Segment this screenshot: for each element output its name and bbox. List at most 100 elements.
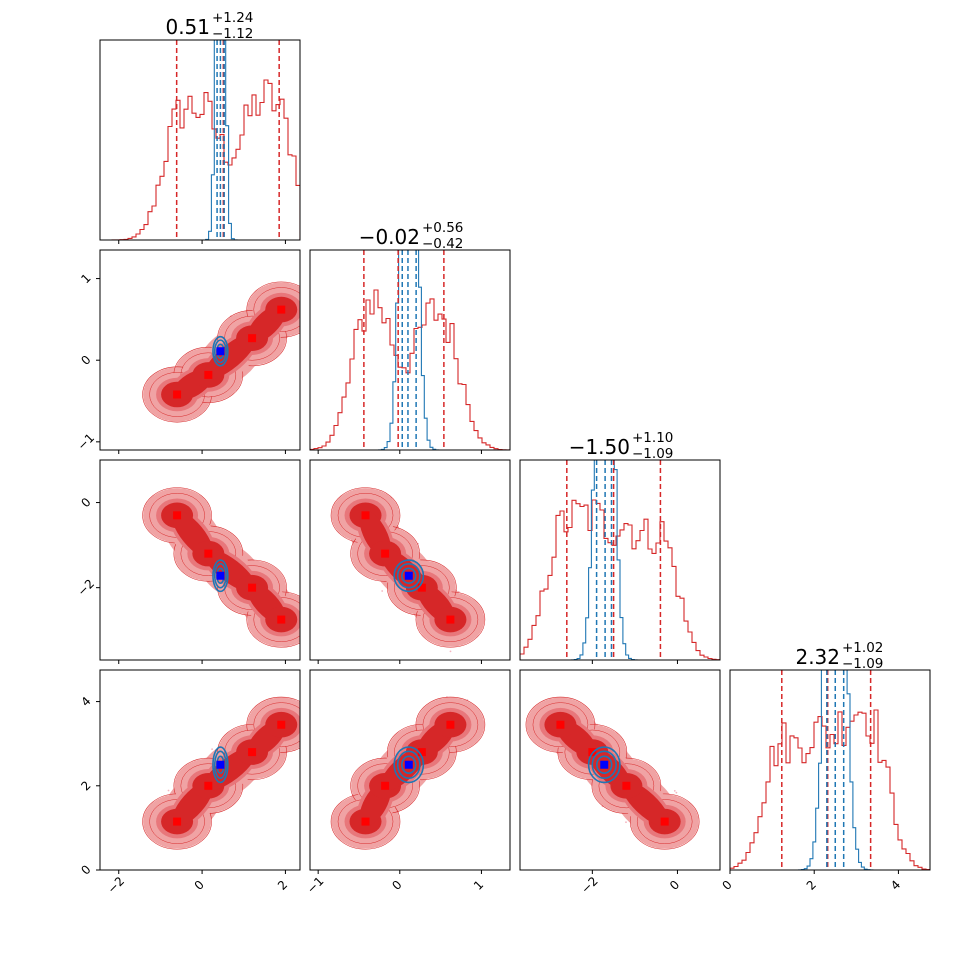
- truth-marker-wide: [173, 817, 182, 826]
- density-contour: [415, 696, 486, 753]
- title-minus: −0.42: [422, 236, 463, 252]
- density-contour: [636, 799, 693, 844]
- truth-marker-wide: [248, 334, 257, 343]
- truth-marker-wide: [381, 781, 390, 790]
- scatter-panel-3-1: [309, 669, 511, 871]
- truth-marker-wide: [173, 390, 182, 399]
- truth-marker-narrow: [404, 760, 413, 769]
- sample-point: [625, 821, 627, 824]
- narrow-contour: [213, 750, 227, 780]
- y-tick-label: −1: [75, 431, 97, 453]
- density-contour: [525, 696, 596, 753]
- sample-point: [449, 650, 452, 653]
- hist-wide: [730, 709, 930, 870]
- param-title: −0.02 +0.56−0.42: [359, 220, 464, 252]
- hist-wide: [100, 79, 300, 240]
- title-minus: −1.12: [212, 26, 253, 42]
- hist-narrow: [730, 670, 930, 870]
- truth-marker-wide: [417, 583, 426, 592]
- narrow-contour: [212, 746, 229, 784]
- title-value: −0.02: [359, 225, 420, 249]
- narrow-contour: [212, 335, 229, 367]
- truth-marker-wide: [381, 549, 390, 558]
- sample-point: [301, 293, 303, 295]
- panel-frame: [99, 669, 301, 871]
- truth-marker-wide: [277, 720, 286, 729]
- sample-point: [457, 590, 460, 593]
- title-value: −1.50: [569, 435, 630, 459]
- truth-marker-wide: [277, 615, 286, 624]
- narrow-contour: [401, 567, 417, 584]
- density-contour: [422, 702, 479, 748]
- sample-point: [304, 606, 306, 608]
- panel-frame: [309, 459, 511, 661]
- truth-marker-wide: [622, 781, 631, 790]
- title-value: 0.51: [165, 15, 210, 39]
- truth-marker-wide: [204, 549, 213, 558]
- density-level-3: [161, 502, 298, 633]
- title-plus: +1.24: [212, 10, 253, 26]
- truth-marker-wide: [204, 370, 213, 379]
- panel-frame: [309, 669, 511, 871]
- density-contour: [629, 793, 700, 850]
- panel-frame: [99, 459, 301, 661]
- truth-marker-wide: [660, 817, 669, 826]
- hist-wide: [310, 289, 510, 450]
- density-contour: [598, 763, 655, 809]
- density-contour: [253, 702, 300, 748]
- sample-point: [673, 790, 676, 792]
- sample-point: [381, 590, 384, 592]
- param-title: −1.50 +1.10−1.09: [569, 430, 674, 462]
- x-tick-label: 0: [720, 878, 735, 893]
- sample-point: [304, 334, 306, 336]
- title-plus: +0.56: [422, 220, 463, 236]
- panel-frame: [519, 669, 721, 871]
- density-contour: [532, 702, 589, 748]
- truth-marker-narrow: [216, 760, 225, 769]
- truth-marker-narrow: [404, 571, 413, 580]
- density-contour: [246, 696, 300, 753]
- truth-marker-wide: [446, 720, 455, 729]
- narrow-contour: [596, 755, 613, 774]
- title-plus: +1.10: [632, 430, 673, 446]
- y-tick-label: 2: [78, 778, 93, 793]
- truth-marker-wide: [556, 720, 565, 729]
- x-tick-label: 4: [888, 878, 903, 893]
- narrow-contour: [591, 750, 617, 780]
- truth-marker-narrow: [600, 760, 609, 769]
- scatter-panel-2-0: [99, 459, 306, 661]
- narrow-contour: [401, 755, 417, 774]
- x-tick-label: 0: [667, 878, 682, 893]
- hist-panel-2: −1.50 +1.10−1.09: [519, 430, 721, 661]
- title-minus: −1.09: [842, 656, 883, 672]
- scatter-panel-2-1: [309, 459, 511, 661]
- hist-panel-0: 0.51 +1.24−1.12: [99, 10, 301, 241]
- param-title: 2.32 +1.02−1.09: [795, 640, 883, 672]
- truth-marker-wide: [417, 748, 426, 757]
- truth-marker-wide: [173, 511, 182, 520]
- y-tick-label: 0: [78, 495, 93, 510]
- sample-point: [675, 791, 678, 794]
- x-tick-label: −2: [578, 874, 600, 896]
- scatter-panel-3-2: [519, 669, 721, 871]
- x-tick-label: 0: [192, 878, 207, 893]
- narrow-contour: [587, 746, 621, 784]
- truth-marker-wide: [248, 583, 257, 592]
- hist-wide: [520, 499, 720, 660]
- density-contour: [246, 281, 300, 338]
- hist-panel-3: 2.32 +1.02−1.09: [729, 640, 931, 871]
- y-tick-label: 1: [78, 271, 93, 286]
- param-title: 0.51 +1.24−1.12: [165, 10, 253, 42]
- panel-frame: [729, 669, 931, 871]
- hist-panel-1: −0.02 +0.56−0.42: [309, 220, 511, 451]
- narrow-contour: [393, 746, 425, 784]
- x-tick-label: −2: [105, 874, 127, 896]
- narrow-contour: [213, 563, 227, 589]
- panel-frame: [309, 249, 511, 451]
- title-plus: +1.02: [842, 640, 883, 656]
- density-contour: [253, 287, 300, 332]
- scatter-panel-3-0: [99, 669, 301, 871]
- density-contour: [224, 729, 280, 775]
- narrow-contour: [393, 559, 425, 593]
